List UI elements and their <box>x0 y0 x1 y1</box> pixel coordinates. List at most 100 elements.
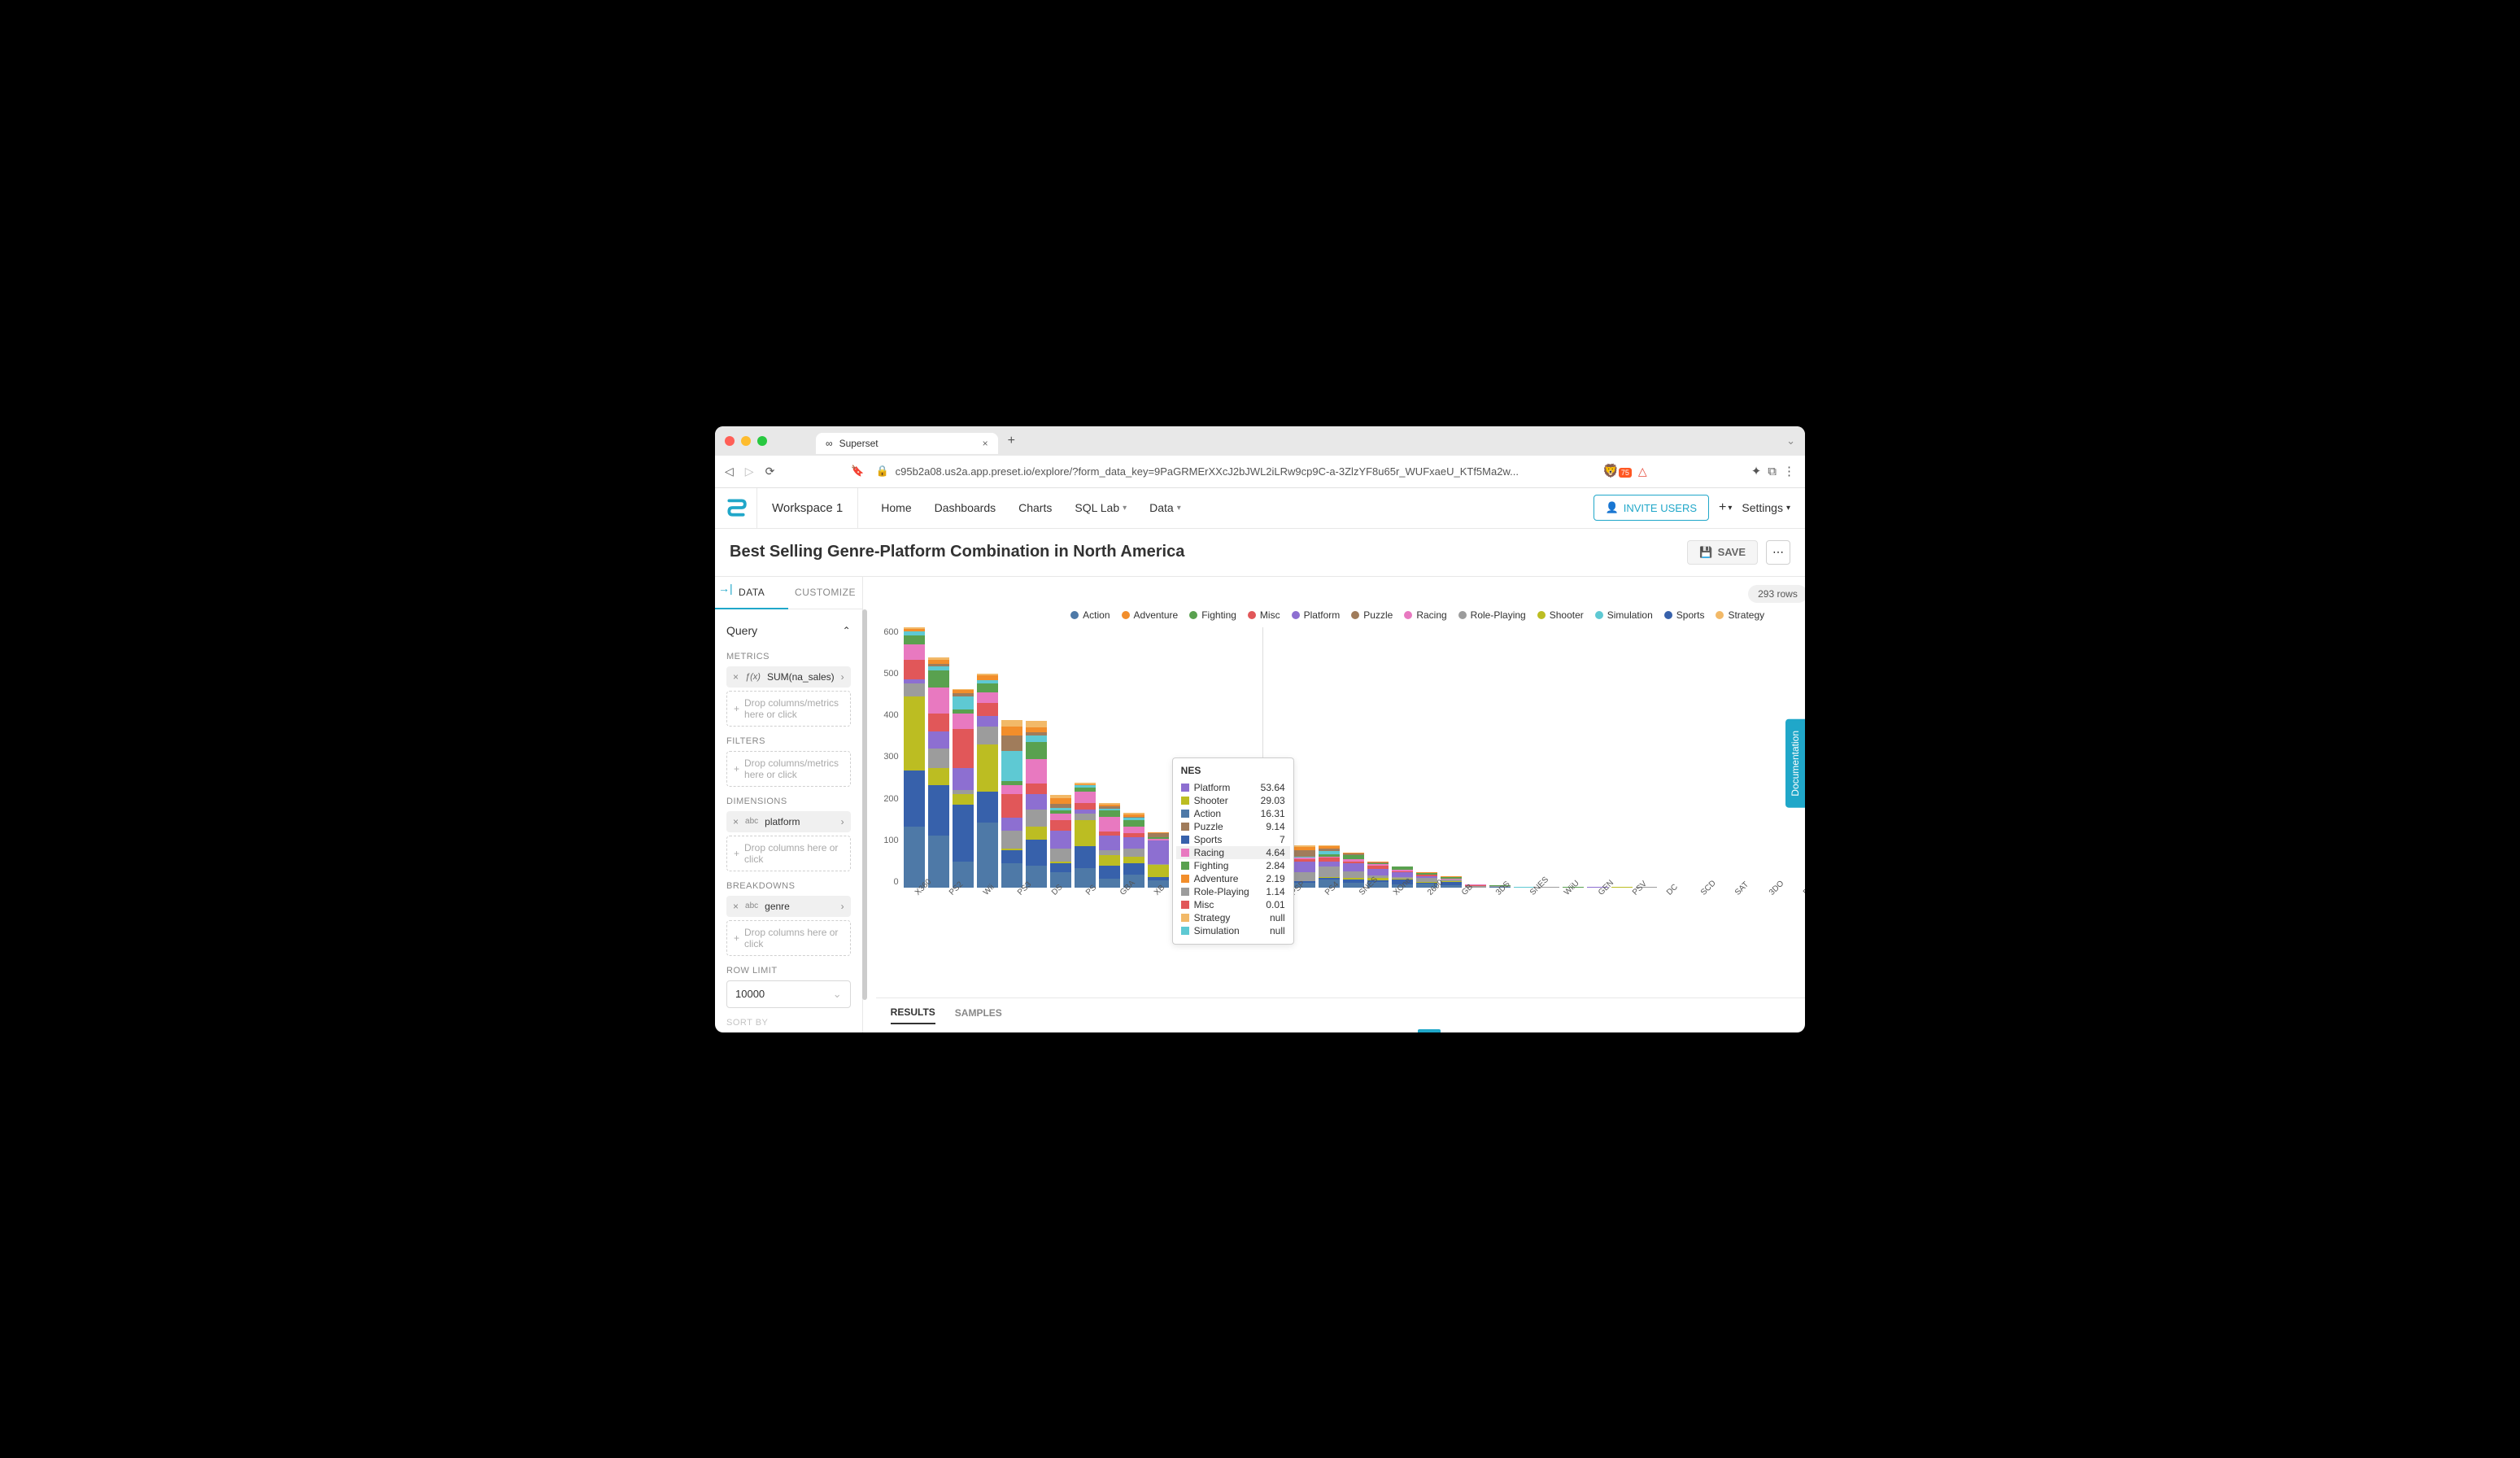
bar-segment[interactable] <box>1075 814 1096 820</box>
bar-column[interactable] <box>1075 627 1096 888</box>
bar-segment[interactable] <box>1001 818 1022 831</box>
documentation-tab[interactable]: Documentation <box>1785 719 1805 808</box>
bar-column[interactable] <box>1099 627 1120 888</box>
bar-segment[interactable] <box>1123 849 1144 858</box>
bar-column[interactable] <box>977 627 998 888</box>
bar-segment[interactable] <box>1026 827 1047 840</box>
tab-customize[interactable]: CUSTOMIZE <box>788 577 861 609</box>
bar-column[interactable] <box>1026 627 1047 888</box>
bar-column[interactable] <box>1514 627 1535 888</box>
bar-column[interactable] <box>1050 627 1071 888</box>
bar-segment[interactable] <box>904 635 925 644</box>
bar-segment[interactable] <box>1099 855 1120 866</box>
bar-column[interactable] <box>953 627 974 888</box>
bar-segment[interactable] <box>953 696 974 709</box>
bar-segment[interactable] <box>1123 837 1144 848</box>
bar-segment[interactable] <box>1075 803 1096 810</box>
bar-column[interactable] <box>1343 627 1364 888</box>
metrics-dropzone[interactable]: + Drop columns/metrics here or click <box>726 691 851 727</box>
bar-column[interactable] <box>1587 627 1608 888</box>
bar-segment[interactable] <box>953 794 974 805</box>
bar-segment[interactable] <box>977 683 998 692</box>
window-close[interactable] <box>725 436 735 446</box>
bar-segment[interactable] <box>904 696 925 770</box>
bar-segment[interactable] <box>1148 865 1169 877</box>
invite-users-button[interactable]: 👤 INVITE USERS <box>1594 495 1709 521</box>
bar-column[interactable] <box>1294 627 1315 888</box>
bar-column[interactable] <box>1148 627 1169 888</box>
bar-segment[interactable] <box>1026 742 1047 759</box>
bar-segment[interactable] <box>1294 862 1315 872</box>
brave-shield-icon[interactable]: 🦁75 <box>1602 463 1632 479</box>
forward-button[interactable]: ▷ <box>745 465 754 478</box>
bar-segment[interactable] <box>904 770 925 827</box>
bar-segment[interactable] <box>1319 867 1340 877</box>
caret-right-icon[interactable]: › <box>841 901 844 912</box>
sidebar-toggle-icon[interactable]: ⧉ <box>1768 465 1777 478</box>
query-section-header[interactable]: Query ⌃ <box>726 619 851 642</box>
bar-segment[interactable] <box>977 744 998 792</box>
bar-segment[interactable] <box>1026 721 1047 727</box>
legend-item[interactable]: Action <box>1070 609 1110 621</box>
chart-bars[interactable] <box>904 627 1805 888</box>
bar-segment[interactable] <box>928 670 949 688</box>
more-actions-button[interactable]: ⋯ <box>1766 540 1790 565</box>
bar-segment[interactable] <box>1343 871 1364 878</box>
legend-item[interactable]: Fighting <box>1189 609 1236 621</box>
bar-segment[interactable] <box>977 716 998 727</box>
bar-segment[interactable] <box>904 827 925 888</box>
save-button[interactable]: 💾 SAVE <box>1687 540 1758 565</box>
dimensions-dropzone[interactable]: + Drop columns here or click <box>726 836 851 871</box>
bar-segment[interactable] <box>1050 863 1071 872</box>
bar-segment[interactable] <box>904 660 925 679</box>
bar-segment[interactable] <box>928 731 949 749</box>
settings-menu[interactable]: Settings ▾ <box>1742 501 1790 514</box>
legend-item[interactable]: Strategy <box>1716 609 1764 621</box>
bar-segment[interactable] <box>953 805 974 861</box>
remove-dimension-icon[interactable]: × <box>733 816 739 827</box>
bar-column[interactable] <box>1367 627 1389 888</box>
nav-sql-lab[interactable]: SQL Lab <box>1075 501 1127 514</box>
bar-segment[interactable] <box>1123 820 1144 827</box>
filters-dropzone[interactable]: + Drop columns/metrics here or click <box>726 751 851 787</box>
bar-segment[interactable] <box>1367 869 1389 875</box>
tabs-dropdown-icon[interactable]: ⌄ <box>1786 434 1795 447</box>
window-maximize[interactable] <box>757 436 767 446</box>
bar-segment[interactable] <box>1001 736 1022 751</box>
bar-segment[interactable] <box>1123 863 1144 874</box>
remove-breakdown-icon[interactable]: × <box>733 901 739 912</box>
nav-data[interactable]: Data <box>1149 501 1181 514</box>
bar-column[interactable] <box>1319 627 1340 888</box>
bar-segment[interactable] <box>1123 827 1144 833</box>
bar-segment[interactable] <box>1001 785 1022 794</box>
bar-column[interactable] <box>904 627 925 888</box>
bar-segment[interactable] <box>1343 863 1364 872</box>
nav-charts[interactable]: Charts <box>1018 501 1052 514</box>
legend-item[interactable]: Sports <box>1664 609 1705 621</box>
caret-right-icon[interactable]: › <box>841 816 844 827</box>
workspace-name[interactable]: Workspace 1 <box>757 488 858 528</box>
breakdowns-dropzone[interactable]: + Drop columns here or click <box>726 920 851 956</box>
add-menu[interactable]: + ▾ <box>1719 500 1732 515</box>
nav-home[interactable]: Home <box>881 501 911 514</box>
bar-segment[interactable] <box>1001 720 1022 727</box>
bar-segment[interactable] <box>904 683 925 696</box>
bar-column[interactable] <box>1563 627 1584 888</box>
bar-segment[interactable] <box>953 768 974 790</box>
new-tab-button[interactable]: + <box>1008 434 1015 448</box>
reload-button[interactable]: ⟳ <box>765 465 775 478</box>
bar-segment[interactable] <box>977 692 998 703</box>
breakdown-pill[interactable]: × abc genre › <box>726 896 851 917</box>
bar-segment[interactable] <box>977 727 998 744</box>
bar-segment[interactable] <box>977 703 998 716</box>
legend-item[interactable]: Shooter <box>1537 609 1584 621</box>
bar-segment[interactable] <box>1001 831 1022 848</box>
bar-segment[interactable] <box>904 644 925 660</box>
tab-results[interactable]: RESULTS <box>891 1006 935 1024</box>
bar-segment[interactable] <box>928 714 949 731</box>
bar-segment[interactable] <box>1099 836 1120 851</box>
bar-segment[interactable] <box>1026 810 1047 827</box>
bar-segment[interactable] <box>1050 814 1071 820</box>
bar-segment[interactable] <box>953 714 974 729</box>
bar-segment[interactable] <box>1099 817 1120 832</box>
